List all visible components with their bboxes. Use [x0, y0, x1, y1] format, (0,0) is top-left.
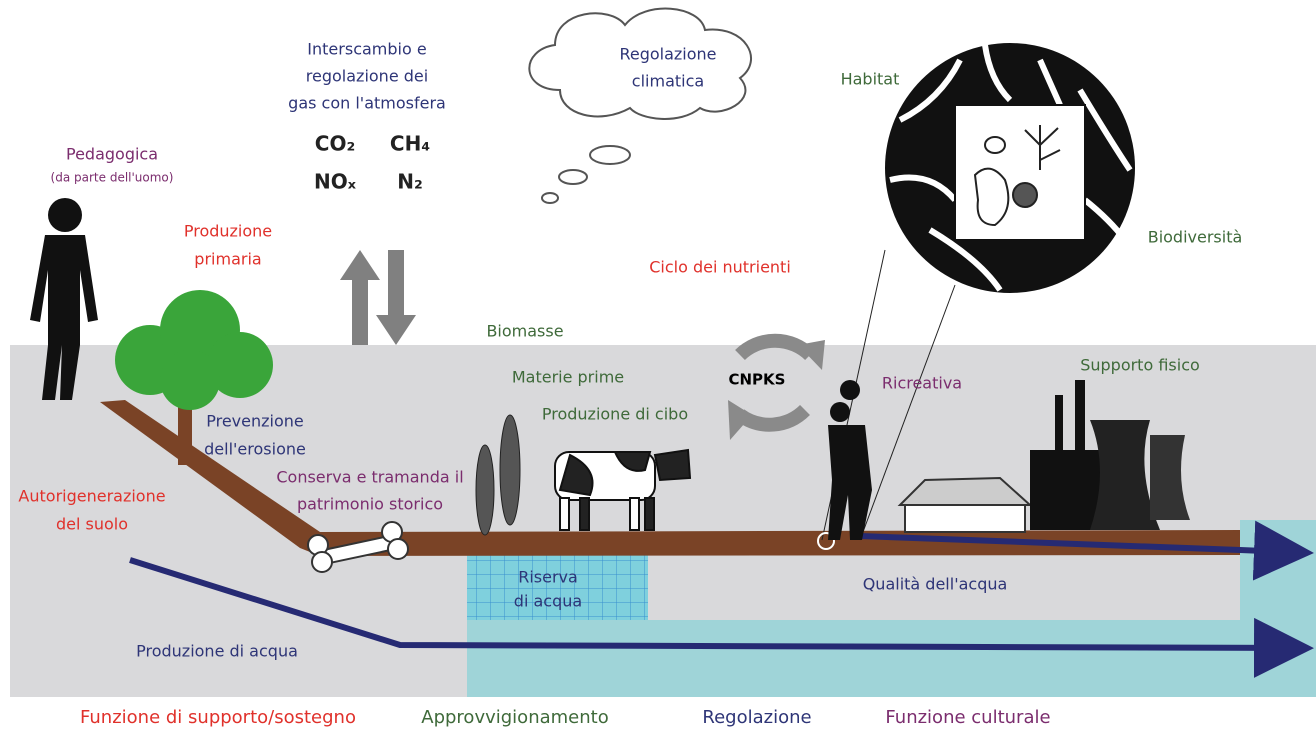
- label: (da parte dell'uomo): [51, 171, 174, 185]
- label: primaria: [194, 250, 261, 269]
- label: Conserva e tramanda il: [276, 468, 463, 487]
- label: Produzione: [184, 222, 272, 241]
- label: Produzione di cibo: [542, 405, 688, 424]
- label: Funzione culturale: [885, 707, 1050, 728]
- cow: [630, 498, 639, 530]
- bone: [388, 539, 408, 559]
- label: CNPKS: [729, 371, 786, 389]
- diagram: Interscambio e regolazione dei gas con l…: [0, 0, 1316, 731]
- label: climatica: [632, 72, 704, 91]
- label: NOₓ: [314, 170, 357, 194]
- recreational-figure: [828, 425, 872, 540]
- label: Regolazione: [619, 45, 716, 64]
- label: Regolazione: [702, 707, 811, 728]
- cloud: [529, 9, 751, 119]
- label: Produzione di acqua: [136, 642, 298, 661]
- label: Biomasse: [486, 322, 563, 341]
- label: Ciclo dei nutrienti: [649, 258, 791, 277]
- cow: [560, 498, 569, 530]
- recreational-figure: [830, 402, 850, 422]
- cloud-bubble: [542, 193, 558, 203]
- label: Approvvigionamento: [421, 707, 608, 728]
- label: Habitat: [841, 70, 900, 89]
- page: Soil functions diagram html, body { marg…: [0, 0, 1316, 731]
- cloud-bubble: [590, 146, 630, 164]
- down-arrow: [376, 250, 416, 345]
- microorganisms: [1013, 183, 1037, 207]
- cow: [645, 498, 654, 530]
- microscope-window: [955, 105, 1085, 240]
- cloud-bubble: [559, 170, 587, 184]
- page-body: {"labels": { "gas_exchange": ["Interscam…: [0, 0, 1316, 731]
- label: del suolo: [56, 515, 128, 534]
- tree-crown: [160, 350, 220, 410]
- label: Autorigenerazione: [18, 487, 165, 506]
- label: di acqua: [514, 592, 582, 611]
- bone: [312, 552, 332, 572]
- label: Ricreativa: [882, 374, 962, 393]
- label: Biodiversità: [1148, 228, 1243, 247]
- label: patrimonio storico: [297, 495, 443, 514]
- factory: [1055, 395, 1063, 455]
- label: CO₂: [315, 132, 355, 156]
- label: Pedagogica: [66, 145, 158, 164]
- label: CH₄: [390, 132, 430, 156]
- up-arrow: [340, 250, 380, 345]
- label: Materie prime: [512, 368, 624, 387]
- cow: [580, 498, 589, 530]
- label: Qualità dell'acqua: [863, 575, 1008, 594]
- label: Riserva: [518, 568, 578, 587]
- label: Funzione di supporto/sostegno: [80, 707, 356, 728]
- label: Prevenzione: [206, 412, 304, 431]
- water-area-right: [1240, 520, 1316, 620]
- house: [905, 505, 1025, 532]
- label: dell'erosione: [204, 440, 306, 459]
- recreational-figure: [840, 380, 860, 400]
- tree-crown: [115, 290, 273, 410]
- label: regolazione dei: [306, 67, 428, 86]
- cow: [655, 450, 690, 480]
- wheat: [476, 445, 494, 535]
- label: Supporto fisico: [1080, 356, 1200, 375]
- label: gas con l'atmosfera: [288, 94, 446, 113]
- factory: [1075, 380, 1085, 455]
- label: Interscambio e: [307, 40, 426, 59]
- human-silhouette: [48, 198, 82, 232]
- label: N₂: [397, 170, 423, 194]
- wheat: [500, 415, 520, 525]
